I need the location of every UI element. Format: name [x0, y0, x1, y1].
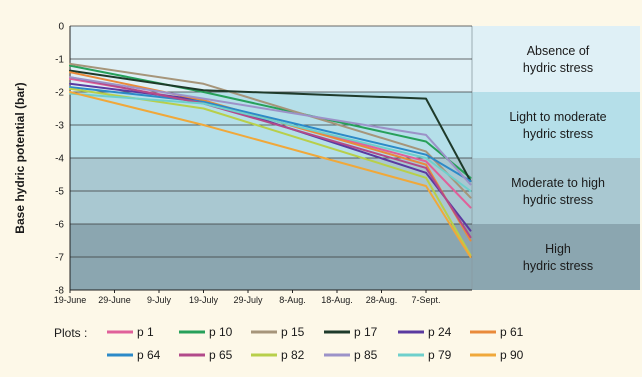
y-tick-label: 0: [58, 22, 64, 33]
x-tick-label: 8-Aug.: [279, 295, 306, 305]
y-tick-label: -8: [55, 286, 64, 297]
axes: 0 -1 -2 -3 -4 -5 -6 -7 -819-June 29-June 9-July 19-…: [13, 22, 472, 305]
x-tick-label: 29-June: [98, 295, 131, 305]
stress-zone-label: hydric stress: [523, 259, 593, 273]
y-tick-label: -7: [55, 253, 64, 264]
legend-entry-label: p 24: [428, 325, 452, 339]
stress-zones: Absence of hydric stress Light to moderate…: [70, 26, 640, 290]
stress-zone-label: hydric stress: [523, 127, 593, 141]
x-tick-label: 29-July: [233, 295, 263, 305]
legend-entry-label: p 65: [209, 348, 233, 362]
x-tick-label: 19-June: [54, 295, 87, 305]
y-tick-label: -1: [55, 55, 64, 66]
y-tick-label: -5: [55, 187, 64, 198]
legend-title: Plots :: [54, 326, 87, 340]
x-tick-label: 9-July: [147, 295, 172, 305]
legend: Plots : p 1 p 10 p 15 p 17 p 24 p 61 p 64 p 65 p …: [54, 325, 524, 362]
x-tick-label: 19-July: [189, 295, 219, 305]
series-line-p79: [69, 92, 472, 192]
legend-entry-label: p 79: [428, 348, 452, 362]
stress-zone-label: hydric stress: [523, 61, 593, 75]
series-lines: [69, 62, 472, 258]
series-line-p90: [69, 91, 472, 258]
legend-entry-label: p 82: [281, 348, 305, 362]
series-line-p64: [69, 86, 472, 183]
stress-zone-label: Absence of: [527, 44, 590, 58]
y-axis-label: Base hydric potential (bar): [13, 82, 27, 233]
y-tick-label: -6: [55, 220, 64, 231]
stress-zone-label: Light to moderate: [509, 110, 606, 124]
legend-entry-label: p 61: [500, 325, 524, 339]
legend-entry-label: p 17: [354, 325, 378, 339]
legend-entry-label: p 64: [137, 348, 161, 362]
series-line-p65: [69, 76, 472, 239]
y-tick-label: -4: [55, 154, 64, 165]
x-tick-label: 7-Sept.: [411, 295, 440, 305]
y-tick-label: -3: [55, 121, 64, 132]
x-tick-label: 18-Aug.: [321, 295, 353, 305]
legend-entry-label: p 15: [281, 325, 305, 339]
stress-zone-label: Moderate to high: [511, 176, 605, 190]
series-line-p85: [69, 76, 472, 186]
stress-zone-label: hydric stress: [523, 193, 593, 207]
legend-entry-label: p 10: [209, 325, 233, 339]
stress-zone-label: High: [545, 242, 571, 256]
legend-entry-label: p 1: [137, 325, 154, 339]
series-line-p17: [69, 69, 472, 183]
y-tick-label: -2: [55, 88, 64, 99]
legend-entry-label: p 85: [354, 348, 378, 362]
x-tick-label: 28-Aug.: [366, 295, 398, 305]
legend-entry-label: p 90: [500, 348, 524, 362]
